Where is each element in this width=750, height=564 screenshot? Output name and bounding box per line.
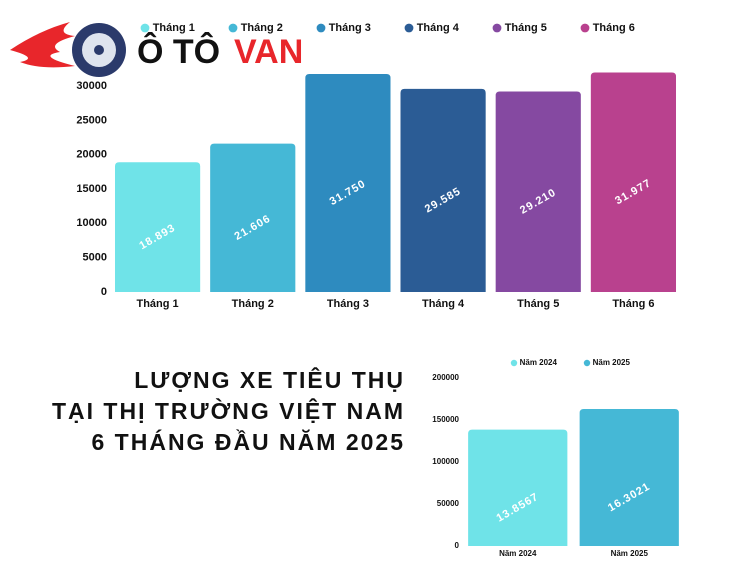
legend-swatch [404, 23, 414, 33]
y-tick-label: 50000 [437, 499, 460, 508]
logo-hub [94, 45, 104, 55]
x-tick-label: Tháng 3 [327, 298, 369, 310]
legend-label: Tháng 4 [417, 22, 460, 34]
x-tick-label: Tháng 5 [517, 298, 559, 310]
legend-label: Năm 2025 [593, 358, 631, 367]
legend-swatch [583, 359, 591, 367]
y-tick-label: 30000 [76, 80, 107, 92]
bar [495, 91, 581, 292]
y-tick-label: 5000 [83, 252, 107, 264]
title-line: TẠI THỊ TRƯỜNG VIỆT NAM [52, 397, 405, 424]
y-tick-label: 100000 [432, 457, 459, 466]
bar [210, 143, 296, 292]
y-tick-label: 200000 [432, 373, 459, 382]
bar [468, 429, 568, 546]
bar [305, 74, 391, 292]
legend-label: Tháng 1 [153, 22, 195, 34]
legend-swatch [580, 23, 590, 33]
x-tick-label: Năm 2025 [611, 549, 649, 558]
logo-flame [10, 22, 75, 68]
title-line: 6 THÁNG ĐẦU NĂM 2025 [92, 428, 406, 455]
y-tick-label: 0 [455, 541, 460, 550]
x-tick-label: Tháng 6 [612, 298, 654, 310]
x-tick-label: Tháng 1 [136, 298, 178, 310]
legend-swatch [510, 359, 518, 367]
logo-text-red: VAN [234, 33, 303, 71]
logo-text: Ô TÔ [137, 32, 220, 71]
y-tick-label: 15000 [76, 183, 107, 195]
y-tick-label: 150000 [432, 415, 459, 424]
legend-label: Tháng 2 [241, 22, 283, 34]
charts: 0500010000150002000025000300003500018.89… [76, 22, 679, 558]
legend-swatch [140, 23, 150, 33]
y-tick-label: 0 [101, 286, 107, 298]
legend-label: Tháng 6 [593, 22, 635, 34]
legend-label: Tháng 3 [329, 22, 371, 34]
y-tick-label: 25000 [76, 114, 107, 126]
y-tick-label: 20000 [76, 149, 107, 161]
y-tick-label: 10000 [76, 217, 107, 229]
bar [579, 409, 679, 546]
bar [590, 72, 677, 293]
logo: Ô TÔ VAN [10, 22, 303, 77]
legend-swatch [228, 23, 238, 33]
legend-label: Tháng 5 [505, 22, 547, 34]
legend-label: Năm 2024 [520, 358, 558, 367]
title-line: LƯỢNG XE TIÊU THỤ [134, 366, 405, 393]
legend-swatch [316, 23, 326, 33]
bar [114, 162, 201, 292]
x-tick-label: Năm 2024 [499, 549, 537, 558]
x-tick-label: Tháng 2 [232, 298, 274, 310]
x-tick-label: Tháng 4 [422, 298, 465, 310]
legend-swatch [492, 23, 502, 33]
bar [400, 88, 486, 293]
